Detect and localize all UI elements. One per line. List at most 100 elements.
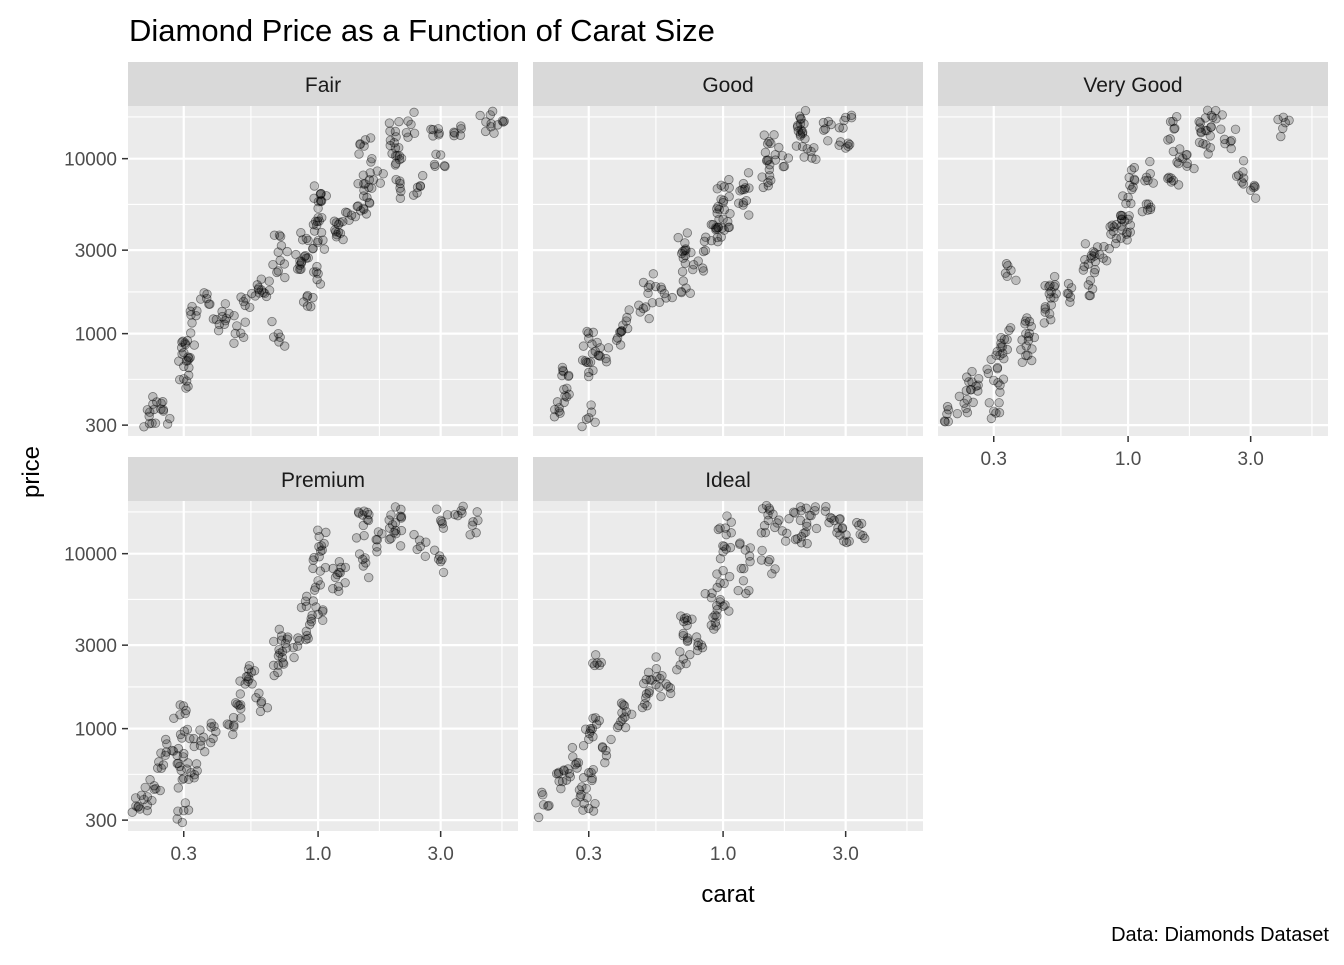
data-point — [1016, 345, 1026, 355]
data-point — [316, 189, 326, 199]
data-point — [142, 800, 153, 810]
data-point — [384, 523, 395, 533]
data-point — [497, 116, 508, 126]
data-point — [995, 350, 1005, 361]
data-point — [235, 689, 246, 699]
data-point — [182, 336, 193, 346]
data-point — [736, 563, 746, 574]
data-point — [700, 589, 710, 599]
data-point — [244, 674, 254, 684]
data-point — [354, 549, 365, 559]
data-point — [384, 515, 394, 525]
data-point — [372, 166, 382, 176]
data-point — [1078, 265, 1089, 275]
data-point — [954, 391, 965, 402]
data-point — [590, 417, 600, 427]
data-point — [993, 378, 1003, 388]
data-point — [678, 276, 688, 286]
data-point — [181, 356, 192, 366]
data-point — [358, 520, 369, 531]
data-point — [1145, 156, 1155, 167]
data-point — [358, 191, 369, 201]
data-point — [331, 218, 342, 228]
data-point — [428, 125, 438, 135]
data-point — [438, 567, 449, 578]
data-point — [1200, 113, 1211, 123]
data-point — [763, 510, 773, 520]
data-point — [161, 747, 172, 757]
data-point — [764, 503, 774, 513]
data-point — [362, 507, 373, 518]
point-layer — [939, 105, 1294, 427]
data-point — [834, 140, 844, 150]
data-point — [1046, 293, 1056, 303]
data-point — [1130, 175, 1140, 186]
data-point — [588, 365, 598, 376]
data-point — [650, 281, 661, 292]
data-point — [587, 339, 597, 349]
data-point — [426, 124, 436, 135]
data-point — [499, 116, 509, 126]
data-point — [989, 375, 999, 386]
data-point — [245, 302, 255, 312]
data-point — [1023, 335, 1034, 346]
data-point — [766, 138, 776, 149]
data-point — [647, 298, 658, 308]
data-point — [841, 537, 852, 548]
data-point — [543, 801, 553, 811]
data-point — [594, 660, 605, 671]
data-point — [675, 647, 685, 657]
data-point — [254, 288, 265, 298]
data-point — [1245, 185, 1256, 195]
data-point — [179, 374, 189, 384]
data-point — [1080, 255, 1090, 265]
data-point — [1202, 105, 1213, 115]
data-point — [417, 170, 428, 181]
data-point — [358, 203, 369, 214]
data-point — [318, 235, 328, 245]
data-point — [139, 794, 149, 805]
data-point — [550, 404, 560, 415]
data-point — [295, 264, 305, 275]
data-point — [232, 321, 242, 331]
data-point — [968, 397, 978, 408]
data-point — [843, 138, 853, 148]
data-point — [366, 157, 376, 167]
data-point — [682, 615, 693, 626]
data-point — [559, 766, 569, 776]
data-point — [196, 736, 206, 746]
data-point — [179, 361, 189, 372]
data-point — [228, 729, 238, 740]
data-point — [1049, 271, 1060, 282]
data-point — [720, 523, 730, 533]
y-tick-label: 3000 — [75, 636, 117, 657]
data-point — [614, 720, 624, 731]
data-point — [156, 748, 166, 758]
data-point — [557, 370, 567, 381]
data-point — [764, 137, 774, 147]
data-point — [340, 562, 351, 573]
data-point — [533, 812, 544, 823]
data-point — [249, 666, 260, 676]
x-tick-label: 1.0 — [710, 844, 736, 865]
data-point — [999, 334, 1010, 344]
data-point — [329, 216, 340, 226]
data-point — [1065, 297, 1075, 307]
data-point — [996, 338, 1006, 349]
data-point — [601, 357, 612, 367]
data-point — [778, 162, 789, 172]
data-point — [589, 660, 600, 671]
data-point — [280, 272, 290, 283]
data-point — [686, 247, 696, 258]
data-point — [766, 175, 776, 185]
data-point — [168, 746, 179, 756]
data-point — [558, 365, 568, 376]
data-point — [269, 230, 280, 240]
data-point — [1121, 198, 1131, 209]
data-point — [744, 551, 755, 561]
data-point — [268, 259, 278, 270]
data-point — [681, 658, 691, 669]
data-point — [726, 528, 736, 538]
data-point — [156, 398, 166, 408]
data-point — [715, 597, 725, 607]
